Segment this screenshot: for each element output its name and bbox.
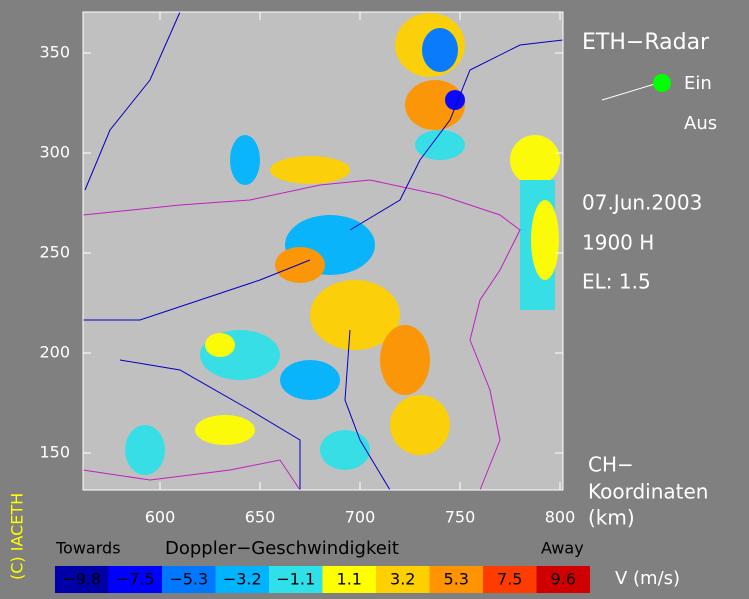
colorbar-cell — [55, 566, 109, 593]
plot-frame — [82, 11, 564, 491]
borders — [82, 11, 564, 491]
colorbar-label: 7.5 — [497, 570, 522, 589]
y-tick-label: 350 — [39, 43, 70, 62]
colorbar-cell — [162, 566, 216, 593]
x-tick-label: 650 — [245, 508, 276, 527]
colorbar-label: −3.2 — [223, 570, 262, 589]
toggle-on[interactable]: Ein — [684, 73, 712, 94]
colorbar-label: 9.6 — [551, 570, 576, 589]
time: 1900 H — [582, 231, 654, 255]
legend-unit: V (m/s) — [615, 568, 680, 589]
title: ETH−Radar — [582, 30, 710, 55]
elevation: EL: 1.5 — [582, 270, 651, 294]
legend-right: Away — [541, 539, 584, 558]
colorbar-cell — [429, 566, 483, 593]
colorbar-cell — [108, 566, 162, 593]
echoes — [125, 13, 560, 475]
colorbar-cell — [215, 566, 269, 593]
colorbar-label: −9.8 — [62, 570, 101, 589]
colorbar-cell — [322, 566, 376, 593]
x-tick-label: 600 — [145, 508, 176, 527]
colorbar-label: −5.3 — [169, 570, 208, 589]
y-tick-label: 200 — [39, 343, 70, 362]
colorbar-cell — [483, 566, 537, 593]
coords-label: CH− — [588, 453, 634, 477]
x-tick-label: 700 — [345, 508, 376, 527]
colorbar-label: 3.2 — [390, 570, 415, 589]
colorbar-label: −1.1 — [276, 570, 315, 589]
x-tick-label: 800 — [545, 508, 576, 527]
legend-left: Towards — [55, 539, 121, 558]
colorbar-label: 1.1 — [337, 570, 362, 589]
coords-label: (km) — [588, 506, 635, 530]
copyright: (C) IACETH — [8, 493, 27, 580]
y-tick-label: 150 — [39, 443, 70, 462]
date: 07.Jun.2003 — [582, 191, 702, 215]
colorbar-label: 5.3 — [444, 570, 469, 589]
y-tick-label: 300 — [39, 143, 70, 162]
coords-label: Koordinaten — [588, 480, 708, 504]
toggle-off[interactable]: Aus — [684, 113, 717, 134]
colorbar-label: −7.5 — [116, 570, 155, 589]
toggle-dot[interactable] — [653, 74, 671, 92]
colorbar-cell — [376, 566, 430, 593]
y-tick-label: 250 — [39, 243, 70, 262]
colorbar-cell — [269, 566, 323, 593]
toggle-line — [601, 83, 656, 101]
colorbar-cell — [536, 566, 590, 593]
legend-title: Doppler−Geschwindigkeit — [165, 538, 399, 559]
x-tick-label: 750 — [445, 508, 476, 527]
